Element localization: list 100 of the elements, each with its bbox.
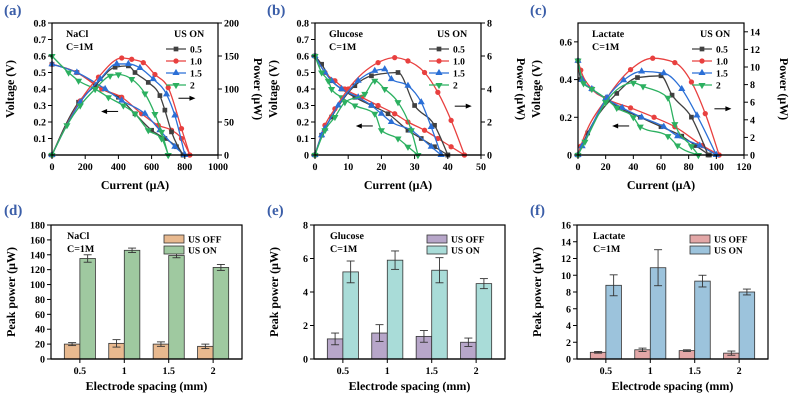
- y-tick-label: 0.8: [34, 18, 46, 30]
- y-tick-label: 100: [30, 280, 45, 292]
- y-tick-label: 0.1: [296, 134, 309, 145]
- x-tick-label: 800: [177, 162, 192, 173]
- annotation: C=1M: [330, 244, 358, 255]
- y2-tick-label: 100: [224, 84, 239, 96]
- y-tick-label: 6: [303, 254, 308, 265]
- x-axis-title: Electrode spacing (mm): [612, 379, 734, 393]
- y-tick-label: 0.7: [34, 35, 46, 46]
- legend-title: US ON: [174, 29, 206, 40]
- annotation: NaCl: [66, 29, 88, 40]
- annotation: C=1M: [329, 42, 357, 53]
- y-tick-label: 0.5: [34, 68, 46, 79]
- chart-title: (f): [530, 203, 545, 219]
- annotation: Lactate: [592, 29, 625, 40]
- y-tick-label: 8: [566, 288, 571, 298]
- x-tick-label: 20: [600, 162, 611, 173]
- chart-title: (d): [4, 203, 22, 219]
- y2-tick-label: 14: [750, 27, 760, 38]
- y-tick-label: 0.4: [560, 75, 572, 86]
- annotation: Glucose: [329, 29, 364, 40]
- x-tick-label: 600: [144, 162, 160, 173]
- y2-tick-label: 2: [487, 118, 492, 128]
- y-tick-label: 0: [304, 150, 309, 162]
- y2-tick-label: 150: [224, 52, 239, 62]
- annotation: C=1M: [66, 42, 94, 53]
- y2-axis-title: Power (μW): [251, 58, 265, 120]
- x-tick-label: 0: [576, 162, 580, 173]
- y-tick-label: 10: [561, 270, 571, 282]
- y-tick-label: 0.3: [296, 101, 309, 112]
- legend-title: US ON: [700, 29, 732, 40]
- y-tick-label: 0: [40, 354, 45, 366]
- annotation: C=1M: [592, 42, 620, 53]
- y-tick-label: 0.4: [34, 84, 46, 96]
- y-axis-title: Peak power (μW): [530, 247, 544, 337]
- y-tick-label: 0.8: [296, 18, 309, 30]
- y-tick-label: 60: [35, 310, 45, 321]
- y2-tick-label: 0: [224, 150, 229, 162]
- y-tick-label: 0.2: [296, 118, 309, 128]
- y2-tick-label: 50: [224, 118, 234, 128]
- y-axis-title: Peak power (μW): [4, 247, 18, 337]
- annotation: Lactate: [593, 231, 626, 242]
- legend-label: 2: [453, 81, 458, 92]
- y-tick-label: 12: [561, 254, 571, 265]
- y-tick-label: 0.1: [34, 134, 46, 145]
- y2-tick-label: 4: [750, 115, 755, 126]
- y-tick-label: 0: [41, 150, 46, 162]
- legend-label: 1.5: [190, 69, 202, 80]
- y-tick-label: 80: [35, 294, 45, 306]
- x-tick-label: 400: [110, 162, 126, 173]
- x-tick-label: 0: [312, 162, 318, 173]
- y-tick-label: 0.2: [34, 118, 46, 128]
- y-tick-label: 140: [30, 250, 45, 262]
- legend-label: 1.5: [453, 69, 466, 80]
- y-tick-label: 0.6: [296, 52, 309, 62]
- x-tick-label: 1.5: [688, 366, 701, 377]
- y-tick-label: 4: [303, 288, 308, 298]
- x-tick-label: 40: [628, 162, 638, 173]
- y-axis-title: Peak power (μW): [267, 247, 281, 337]
- y2-axis-title: Power (μW): [514, 58, 528, 120]
- y-tick-label: 0.7: [296, 35, 309, 46]
- legend-label: 0.5: [190, 45, 202, 56]
- x-tick-label: 0.5: [336, 366, 350, 377]
- legend-label: 1.0: [453, 57, 466, 68]
- x-tick-label: 200: [78, 162, 93, 173]
- x-tick-label: 2: [210, 366, 216, 377]
- x-tick-label: 10: [343, 162, 354, 173]
- legend-label: US OFF: [714, 235, 748, 246]
- x-axis-title: Current (μA): [364, 178, 432, 192]
- x-tick-label: 30: [410, 162, 420, 173]
- chart-title: (b): [267, 3, 286, 19]
- legend-label: US ON: [451, 246, 480, 256]
- x-tick-label: 100: [708, 162, 724, 173]
- y-axis-title: Voltage (V): [529, 60, 543, 118]
- legend-label: US ON: [188, 246, 217, 256]
- x-tick-label: 1: [384, 366, 390, 377]
- y-tick-label: 0: [566, 354, 571, 366]
- y-tick-label: 0: [303, 354, 308, 366]
- x-axis-title: Electrode spacing (mm): [86, 379, 208, 393]
- y-tick-label: 2: [303, 321, 308, 332]
- x-tick-label: 1.5: [425, 366, 438, 377]
- y-tick-label: 0.2: [560, 112, 572, 124]
- y-tick-label: 0.3: [34, 101, 46, 112]
- annotation: NaCl: [67, 231, 90, 242]
- y-tick-label: 0.4: [296, 84, 309, 96]
- x-tick-label: 0.5: [74, 366, 86, 377]
- chart-title: (c): [530, 3, 547, 19]
- y-tick-label: 8: [303, 220, 308, 232]
- legend-label: 0.5: [453, 45, 466, 56]
- legend-label: US OFF: [188, 235, 222, 246]
- x-axis-title: Current (μA): [626, 178, 696, 192]
- annotation: Glucose: [330, 231, 364, 242]
- legend-title: US ON: [437, 29, 468, 40]
- legend-label: 1.0: [716, 57, 728, 68]
- y-tick-label: 160: [30, 235, 45, 246]
- y2-tick-label: 12: [750, 44, 760, 56]
- x-tick-label: 0: [50, 162, 54, 173]
- y-tick-label: 20: [35, 340, 45, 351]
- legend-label: 2: [190, 81, 195, 92]
- chart-title: (e): [267, 203, 284, 219]
